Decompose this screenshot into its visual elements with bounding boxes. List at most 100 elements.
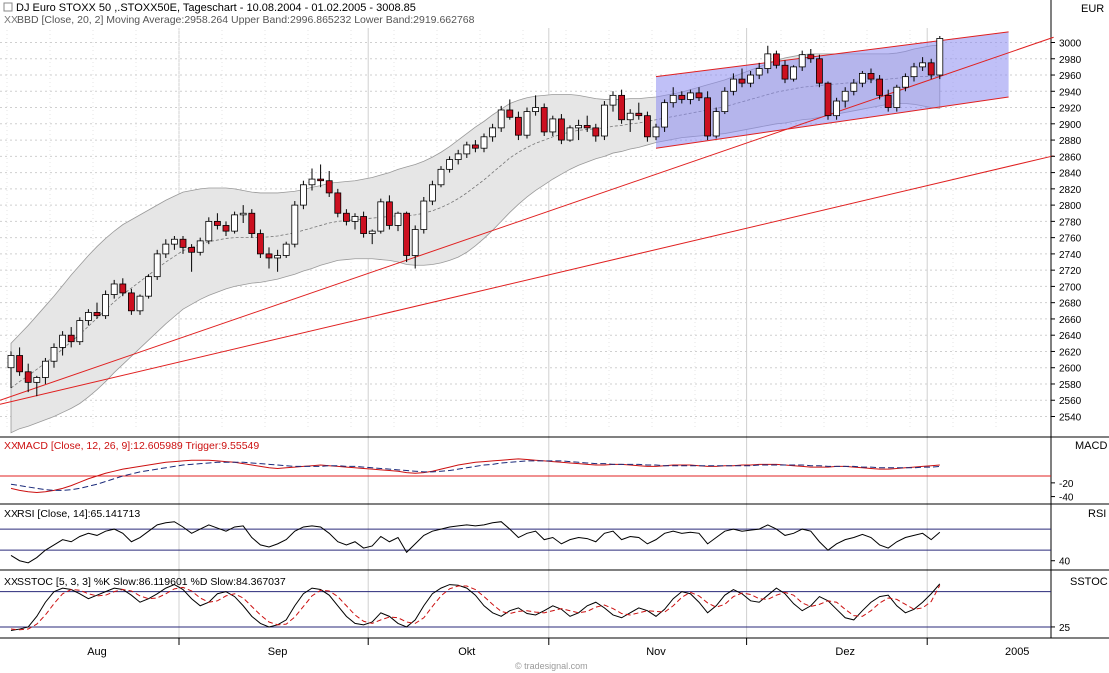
chart-header: DJ Euro STOXX 50 ,.STOXX50E, Tageschart …: [3, 2, 1104, 26]
price-tick-label: 3000: [1059, 39, 1082, 50]
chart-title: DJ Euro STOXX 50 ,.STOXX50E, Tageschart …: [16, 2, 416, 14]
candle-56: [489, 123, 497, 142]
candle-4: [42, 357, 49, 384]
candle-body: [368, 230, 376, 234]
menu-square-icon[interactable]: [3, 2, 13, 12]
candle-90: [781, 60, 789, 84]
candle-61: [532, 95, 539, 116]
candle-body: [93, 312, 101, 317]
candle-body: [893, 86, 901, 108]
sstoc-pane: 25: [0, 583, 1071, 634]
macd-legend-group: XX MACD [Close, 12, 26, 9]:12.605989 Tri…: [4, 440, 1107, 452]
candle-body: [807, 54, 815, 60]
candle-15: [136, 294, 144, 315]
candle-body: [231, 214, 239, 232]
candle-16: [145, 274, 153, 299]
candle-body: [592, 127, 600, 137]
candle-35: [308, 168, 316, 191]
candle-98: [850, 79, 858, 96]
candle-19: [170, 236, 178, 250]
candle-8: [76, 317, 84, 345]
price-tick-label: 2660: [1059, 315, 1082, 326]
sstoc-legend-group: XX SSTOC [5, 3, 3] %K Slow:86.119601 %D …: [4, 576, 1108, 588]
price-tick-label: 2760: [1059, 234, 1082, 245]
candle-body: [523, 111, 531, 136]
candle-31: [274, 249, 282, 272]
candle-45: [394, 211, 402, 232]
candle-body: [102, 294, 109, 317]
candle-44: [385, 195, 393, 230]
candle-62: [540, 103, 548, 136]
candle-106: [919, 57, 926, 71]
candle-21: [188, 244, 196, 272]
candle-body: [471, 144, 479, 149]
candle-body: [360, 216, 368, 234]
candle-body: [876, 78, 883, 96]
candle-body: [170, 238, 178, 245]
candle-65: [566, 125, 574, 142]
candle-body: [33, 377, 41, 383]
candle-body: [669, 94, 677, 104]
candle-80: [695, 87, 703, 102]
candle-14: [127, 288, 135, 315]
sstoc-axis-title: SSTOC: [1070, 576, 1108, 588]
candle-body: [558, 118, 565, 141]
candle-body: [377, 201, 385, 232]
watermark: © tradesignal.com: [515, 661, 588, 671]
rsi-legend: RSI [Close, 14]:65.141713: [17, 508, 140, 520]
candle-107: [927, 58, 935, 80]
candle-3: [33, 375, 41, 397]
candle-78: [678, 91, 686, 104]
candle-25: [222, 221, 230, 237]
candle-74: [644, 111, 651, 142]
candle-body: [695, 92, 703, 99]
x-label-dez: Dez: [835, 646, 855, 658]
macd-close-marker[interactable]: XX: [4, 440, 18, 452]
price-tick-label: 2820: [1059, 185, 1082, 196]
candle-body: [110, 283, 118, 295]
candle-body: [428, 184, 436, 202]
candle-38: [334, 188, 342, 218]
candle-27: [239, 205, 247, 223]
currency-label: EUR: [1081, 3, 1104, 15]
candle-99: [859, 70, 866, 88]
candle-body: [566, 127, 574, 141]
price-tick-label: 2920: [1059, 104, 1082, 115]
candle-88: [764, 45, 772, 74]
candle-body: [635, 112, 643, 117]
candle-53: [463, 141, 471, 158]
rsi-close-marker[interactable]: XX: [4, 508, 18, 520]
candle-83: [721, 87, 729, 115]
candle-13: [119, 278, 127, 297]
bb-close-marker[interactable]: XX: [4, 14, 18, 26]
candle-body: [85, 312, 92, 321]
candle-body: [884, 94, 892, 108]
candle-66: [575, 119, 582, 141]
macd-legend: MACD [Close, 12, 26, 9]:12.605989 Trigge…: [17, 440, 259, 452]
indicator-tick-label: -20: [1059, 479, 1074, 490]
sstoc-close-marker[interactable]: XX: [4, 576, 18, 588]
candle-body: [420, 200, 428, 230]
indicator-tick-label: 40: [1059, 557, 1071, 568]
candle-body: [437, 168, 445, 186]
price-tick-label: 2980: [1059, 55, 1082, 66]
candle-body: [248, 212, 256, 234]
candle-body: [299, 184, 307, 206]
candle-body: [394, 212, 402, 226]
candle-58: [506, 99, 514, 120]
candle-body: [601, 104, 608, 137]
candle-body: [644, 115, 651, 138]
candle-body: [712, 111, 720, 137]
candle-73: [635, 102, 643, 120]
candle-body: [274, 255, 282, 259]
candle-82: [712, 107, 720, 139]
candle-11: [102, 290, 109, 319]
candle-body: [239, 212, 247, 216]
candle-108: [936, 35, 944, 80]
candle-76: [661, 99, 668, 132]
candle-5: [50, 343, 58, 368]
candle-body: [342, 212, 350, 222]
candle-104: [902, 73, 909, 92]
candle-1: [16, 347, 24, 376]
candle-39: [342, 209, 350, 226]
